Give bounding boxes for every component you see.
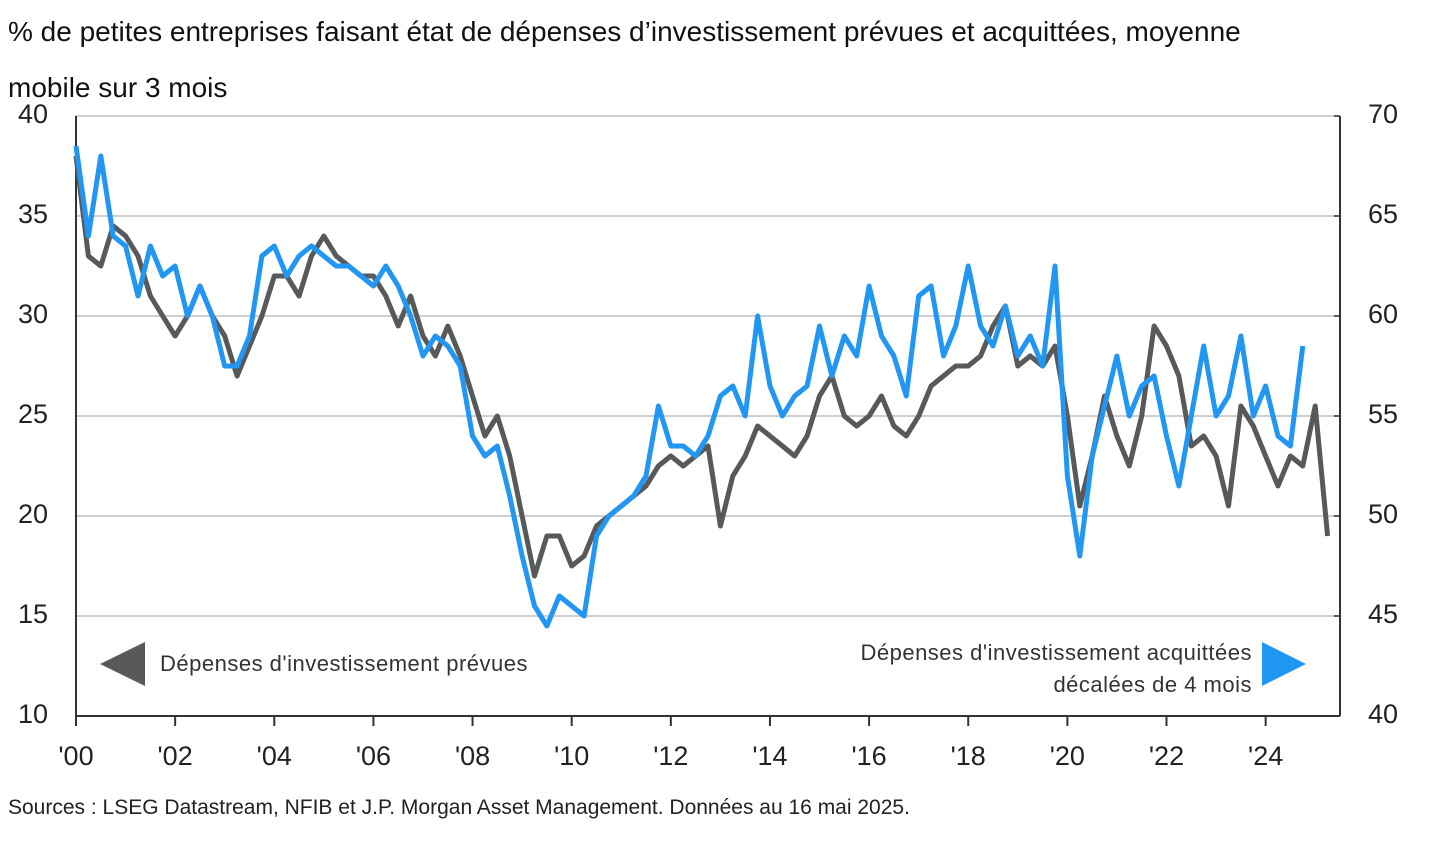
- y2-tick-label: 60: [1368, 299, 1398, 329]
- x-tick-label: '22: [1149, 741, 1184, 771]
- y-tick-label: 10: [18, 699, 48, 729]
- chart-title: % de petites entreprises faisant état de…: [8, 16, 1241, 103]
- y-tick-label: 15: [18, 599, 48, 629]
- y-tick-label: 35: [18, 199, 48, 229]
- y-tick-label: 25: [18, 399, 48, 429]
- x-tick-label: '02: [158, 741, 193, 771]
- y2-tick-label: 70: [1368, 99, 1398, 129]
- x-tick-label: '04: [257, 741, 292, 771]
- x-tick-label: '24: [1248, 741, 1283, 771]
- y2-tick-label: 40: [1368, 699, 1398, 729]
- x-tick-label: '06: [356, 741, 391, 771]
- legend-label: Dépenses d'investissement prévues: [160, 651, 528, 676]
- source-note: Sources : LSEG Datastream, NFIB et J.P. …: [8, 796, 910, 819]
- y2-tick-label: 55: [1368, 399, 1398, 429]
- y2-tick-label: 50: [1368, 499, 1398, 529]
- x-tick-label: '14: [752, 741, 787, 771]
- y2-tick-label: 65: [1368, 199, 1398, 229]
- x-tick-label: '20: [1050, 741, 1085, 771]
- legend-arrow: [100, 642, 145, 686]
- y-tick-label: 20: [18, 499, 48, 529]
- x-tick-label: '00: [58, 741, 93, 771]
- x-tick-label: '08: [455, 741, 490, 771]
- x-tick-label: '12: [653, 741, 688, 771]
- series-line: [73, 145, 1306, 629]
- y-tick-label: 30: [18, 299, 48, 329]
- y2-tick-label: 45: [1368, 599, 1398, 629]
- series-line: [73, 155, 1331, 579]
- legend-arrow: [1262, 642, 1306, 686]
- x-tick-label: '16: [852, 741, 887, 771]
- y-tick-label: 40: [18, 99, 48, 129]
- x-tick-label: '10: [554, 741, 589, 771]
- x-tick-label: '18: [951, 741, 986, 771]
- legend-label: Dépenses d'investissement acquittées déc…: [860, 640, 1252, 697]
